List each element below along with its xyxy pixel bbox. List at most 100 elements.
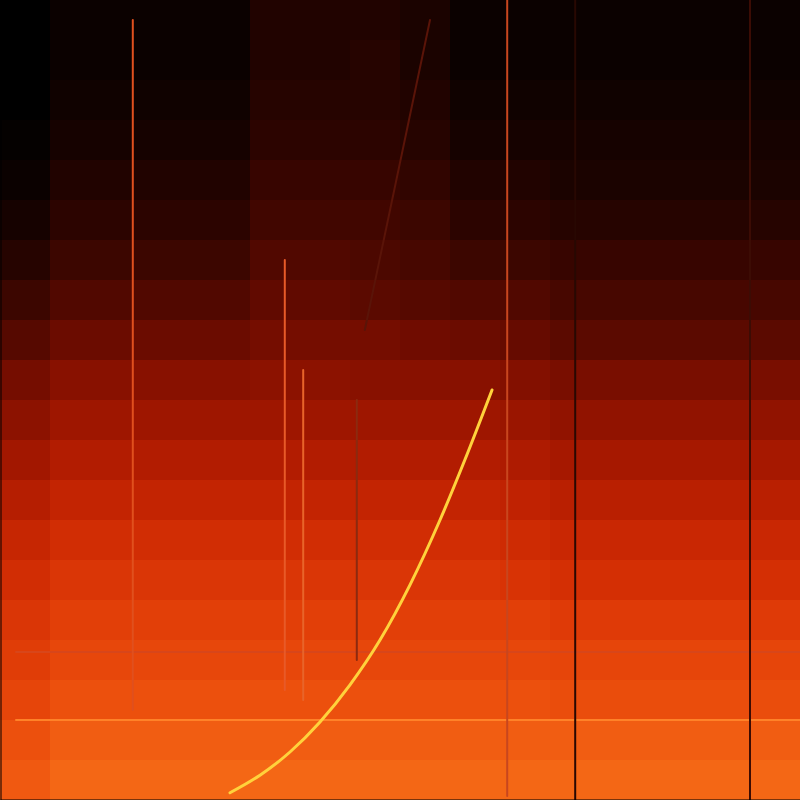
cell (400, 320, 451, 361)
cell (700, 760, 751, 800)
cell (400, 200, 451, 241)
cell (50, 160, 101, 201)
cell (350, 200, 401, 241)
cell (450, 600, 501, 641)
cell (50, 280, 101, 321)
cell (250, 360, 301, 401)
cell (750, 80, 800, 121)
cell (700, 280, 751, 321)
cell (450, 560, 501, 601)
cell (350, 40, 401, 81)
cell (650, 760, 701, 800)
cell (250, 200, 301, 241)
cell (150, 600, 201, 641)
cell (750, 640, 800, 681)
cell (300, 200, 351, 241)
cell (250, 160, 301, 201)
cell (100, 240, 151, 281)
series-line (506, 0, 508, 796)
cell (300, 80, 351, 121)
cell (150, 440, 201, 481)
cell (650, 80, 701, 121)
cell (250, 640, 301, 681)
cell (600, 0, 651, 41)
cell (650, 240, 701, 281)
cell (0, 520, 51, 561)
cell (100, 400, 151, 441)
cell (50, 120, 101, 161)
cell (600, 320, 651, 361)
cell (350, 320, 401, 361)
cell (350, 0, 401, 41)
axis-line (1, 1, 2, 800)
cell (200, 680, 251, 721)
cell (750, 560, 800, 601)
cell (600, 560, 651, 601)
cell (0, 40, 51, 81)
cell (600, 200, 651, 241)
cell (300, 640, 351, 681)
cell (200, 720, 251, 761)
cell (100, 560, 151, 601)
cell (200, 360, 251, 401)
cell (450, 760, 501, 800)
series-line (16, 719, 800, 721)
cell (300, 240, 351, 281)
cell (600, 720, 651, 761)
cell (650, 680, 701, 721)
cell (600, 640, 651, 681)
cell (250, 520, 301, 561)
cell (350, 280, 401, 321)
cell (150, 400, 201, 441)
cell (100, 440, 151, 481)
cell (50, 40, 101, 81)
cell (450, 200, 501, 241)
cell (700, 160, 751, 201)
cell (150, 40, 201, 81)
cell (0, 0, 51, 41)
cell (700, 80, 751, 121)
cell (600, 40, 651, 81)
cell (400, 240, 451, 281)
cell (600, 520, 651, 561)
cell (100, 0, 151, 41)
cell (0, 160, 51, 201)
cell (50, 600, 101, 641)
cell (250, 40, 301, 81)
cell (350, 720, 401, 761)
cell (750, 720, 800, 761)
cell (200, 240, 251, 281)
cell (450, 480, 501, 521)
cell (650, 520, 701, 561)
cell (600, 400, 651, 441)
cell (100, 600, 151, 641)
cell (650, 640, 701, 681)
cell (350, 680, 401, 721)
cell (700, 400, 751, 441)
cell (100, 640, 151, 681)
cell (100, 680, 151, 721)
cell (300, 360, 351, 401)
cell (50, 520, 101, 561)
cell (250, 600, 301, 641)
cell (200, 760, 251, 800)
cell (350, 360, 401, 401)
chart (0, 0, 800, 800)
cell (0, 120, 51, 161)
cell (700, 520, 751, 561)
cell (100, 160, 151, 201)
cell (300, 400, 351, 441)
cell (750, 480, 800, 521)
cell (450, 680, 501, 721)
cell (750, 240, 800, 281)
series-line (284, 260, 286, 690)
cell (0, 200, 51, 241)
cell (600, 280, 651, 321)
cell (150, 280, 201, 321)
cell (150, 80, 201, 121)
cell (0, 240, 51, 281)
cell (600, 360, 651, 401)
cell (0, 400, 51, 441)
cell (650, 560, 701, 601)
cell (350, 120, 401, 161)
